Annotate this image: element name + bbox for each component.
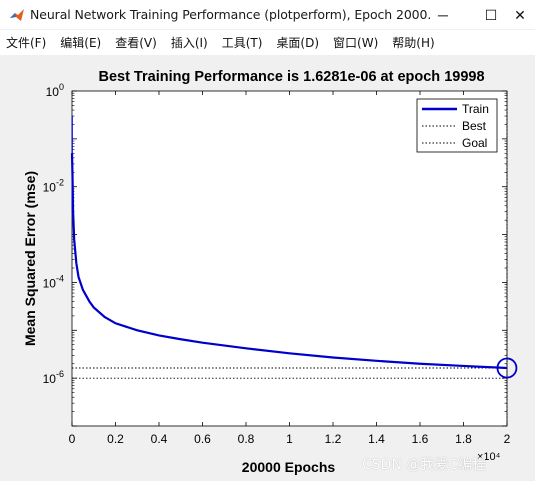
- x-tick-label: 1: [286, 432, 293, 446]
- y-tick-base: 10: [43, 372, 57, 386]
- chart-title: Best Training Performance is 1.6281e-06 …: [98, 69, 484, 85]
- legend-label-goal: Goal: [462, 136, 487, 150]
- x-tick-label: 0.4: [151, 432, 168, 446]
- axes-ticks: 0 0.2 0.4 0.6 0.8 1 1.2 1.4 1.6 1.8 210010-210-410…: [43, 82, 511, 446]
- maximize-button[interactable]: ☐: [468, 0, 514, 30]
- x-tick-label: 0.6: [194, 432, 211, 446]
- x-tick-label: 0.8: [238, 432, 255, 446]
- x-tick-label: 1.6: [412, 432, 429, 446]
- legend-label-best: Best: [462, 119, 487, 133]
- y-tick-base: 10: [43, 181, 57, 195]
- x-tick-label: 1.4: [368, 432, 385, 446]
- y-tick-base: 10: [43, 276, 57, 290]
- y-tick-base: 10: [46, 85, 60, 99]
- menu-edit[interactable]: 编辑(E): [60, 35, 102, 50]
- x-tick-label: 1.8: [455, 432, 472, 446]
- x-tick-label: 2: [504, 432, 511, 446]
- y-tick-label: 10-2: [43, 178, 64, 195]
- window-titlebar: Neural Network Training Performance (plo…: [0, 0, 535, 30]
- x-tick-label: 0: [69, 432, 76, 446]
- menu-bar: 文件(F) 编辑(E) 查看(V) 插入(I) 工具(T) 桌面(D) 窗口(W…: [0, 31, 535, 53]
- menu-window[interactable]: 窗口(W): [333, 35, 379, 50]
- plot-lines: [70, 91, 518, 426]
- maximize-icon: ☐: [484, 6, 498, 23]
- close-button[interactable]: ✕: [505, 0, 535, 30]
- x-axis-label: 20000 Epochs: [242, 459, 336, 475]
- y-tick-label: 10-4: [43, 273, 64, 290]
- y-tick-exponent: -2: [56, 178, 64, 188]
- train-series-line: [70, 153, 508, 370]
- performance-chart: 0 0.2 0.4 0.6 0.8 1 1.2 1.4 1.6 1.8 210010-210-410…: [22, 69, 518, 475]
- matlab-logo-icon: [10, 9, 24, 21]
- menu-file[interactable]: 文件(F): [6, 35, 47, 50]
- y-axis-label: Mean Squared Error (mse): [22, 171, 38, 346]
- chart-legend: Train Best Goal: [416, 98, 498, 153]
- best-point-marker: [496, 357, 518, 379]
- y-tick-label: 10-6: [43, 369, 64, 386]
- minimize-icon: ─: [438, 7, 448, 23]
- menu-help[interactable]: 帮助(H): [392, 35, 435, 50]
- menu-insert[interactable]: 插入(I): [170, 35, 208, 50]
- x-tick-label: 1.2: [325, 432, 342, 446]
- legend-label-train: Train: [462, 102, 489, 116]
- menu-desktop[interactable]: 桌面(D): [276, 35, 320, 50]
- close-icon: ✕: [514, 6, 526, 23]
- figure-area: 0 0.2 0.4 0.6 0.8 1 1.2 1.4 1.6 1.8 2 100 10-2 10-4 10…: [0, 55, 535, 481]
- y-tick-label: 100: [46, 82, 64, 99]
- x-axis-multiplier: ×10⁴: [477, 451, 501, 463]
- menu-tools[interactable]: 工具(T): [221, 35, 263, 50]
- menu-view[interactable]: 查看(V): [115, 35, 157, 50]
- y-tick-exponent: -6: [56, 369, 64, 379]
- window-title: Neural Network Training Performance (plo…: [30, 7, 430, 22]
- watermark: CSDN @我爱C编程: [362, 457, 487, 473]
- y-tick-exponent: -4: [56, 273, 64, 283]
- x-tick-label: 0.2: [107, 432, 124, 446]
- y-tick-exponent: 0: [59, 82, 64, 92]
- minimize-button[interactable]: ─: [420, 0, 466, 30]
